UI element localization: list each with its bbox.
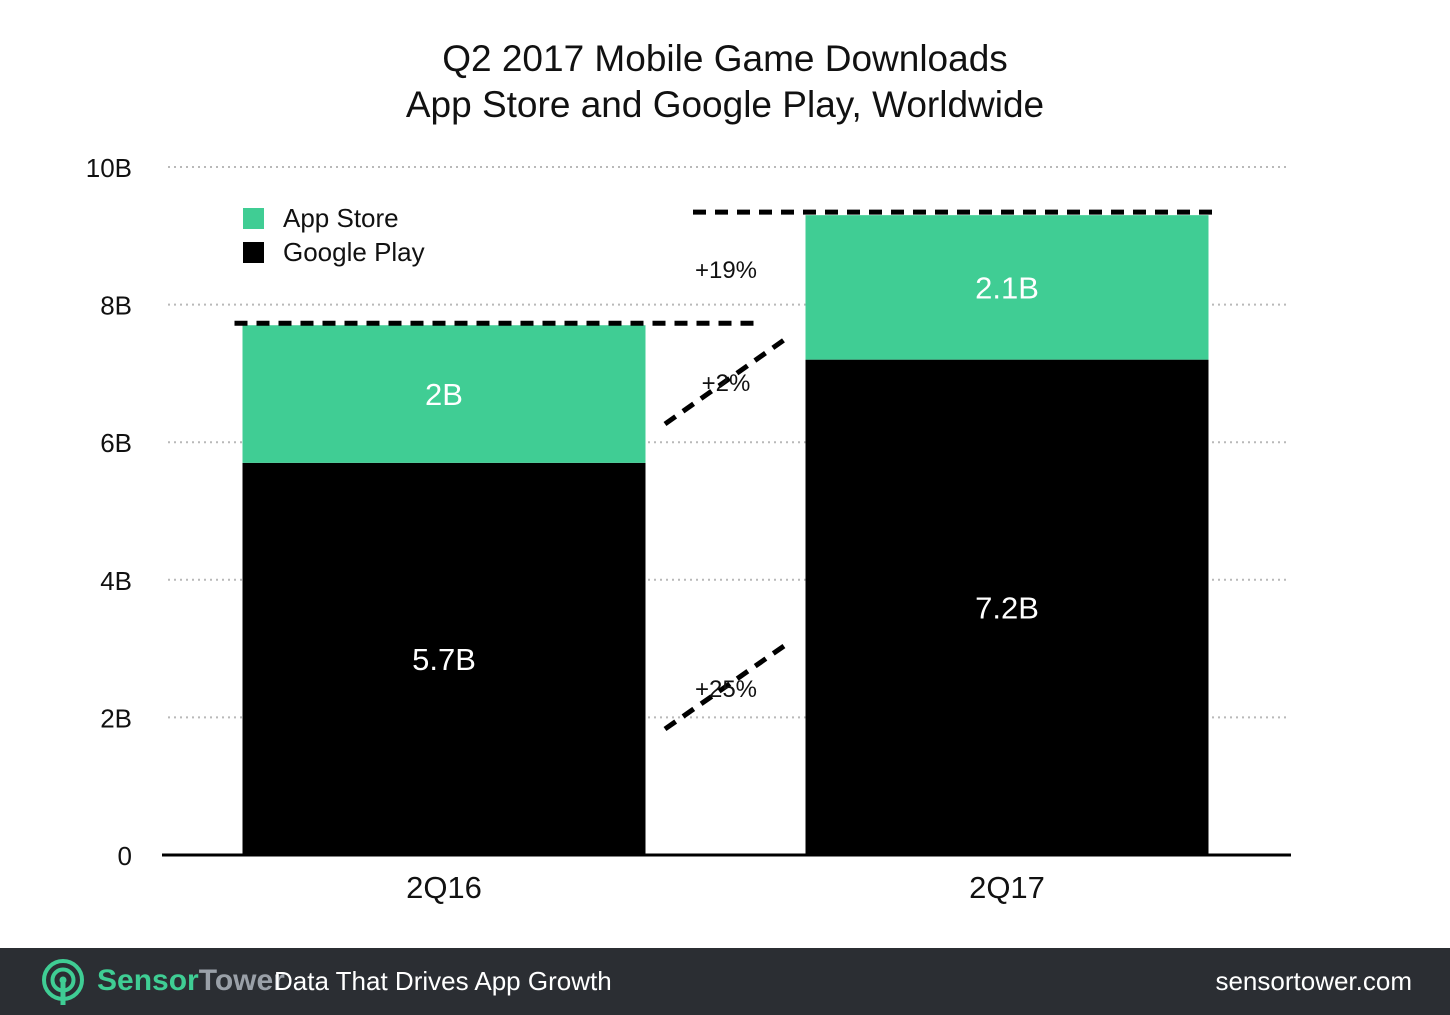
- sensortower-logo-icon: [42, 959, 84, 1005]
- google-play-growth-connector: [663, 643, 786, 732]
- bar-segment: [242, 325, 646, 463]
- y-tick-label: 4B: [100, 566, 132, 596]
- y-tick-label: 0: [118, 841, 132, 871]
- growth-annotations: +19% +2% +25%: [234, 209, 1216, 732]
- y-tick-label: 6B: [100, 428, 132, 458]
- app-store-growth-connector: [663, 337, 786, 427]
- footer-site-link[interactable]: sensortower.com: [1215, 966, 1412, 996]
- legend-swatch: [243, 208, 264, 229]
- bar-segment: [805, 215, 1209, 360]
- bar-segment: [242, 462, 646, 855]
- brand-name-first: Sensor: [97, 964, 199, 997]
- bar-data-label: 7.2B: [975, 590, 1039, 625]
- legend-swatch: [243, 242, 264, 263]
- legend-label: Google Play: [283, 237, 425, 267]
- google-play-growth-label: +25%: [695, 676, 757, 703]
- legend: App Store Google Play: [243, 203, 425, 267]
- y-tick-label: 2B: [100, 703, 132, 733]
- y-axis-ticks: 0 2B 4B 6B 8B 10B: [86, 153, 132, 871]
- bar-segment: [805, 359, 1209, 855]
- chart-title-block: Q2 2017 Mobile Game Downloads App Store …: [0, 36, 1450, 128]
- x-tick-label: 2Q17: [969, 870, 1045, 905]
- footer-tagline: Data That Drives App Growth: [274, 966, 612, 996]
- y-tick-label: 10B: [86, 153, 132, 183]
- chart-title: Q2 2017 Mobile Game Downloads: [442, 38, 1008, 79]
- brand-name-second: Tower: [198, 964, 285, 997]
- chart-subtitle: App Store and Google Play, Worldwide: [405, 84, 1045, 125]
- total-growth-label: +19%: [695, 257, 757, 284]
- app-store-growth-label: +2%: [702, 370, 751, 397]
- bar-data-label: 2.1B: [975, 270, 1039, 305]
- x-tick-label: 2Q16: [406, 870, 482, 905]
- x-axis-ticks: 2Q16 2Q17: [406, 870, 1045, 905]
- bar-data-label: 5.7B: [412, 642, 476, 677]
- bars: 5.7B 2B 7.2B 2.1B: [242, 215, 1209, 855]
- legend-label: App Store: [283, 203, 399, 233]
- brand-name: SensorTower: [97, 962, 285, 1000]
- footer-bar: SensorTower Data That Drives App Growth …: [0, 948, 1450, 1015]
- y-tick-label: 8B: [100, 291, 132, 321]
- bar-data-label: 2B: [425, 377, 463, 412]
